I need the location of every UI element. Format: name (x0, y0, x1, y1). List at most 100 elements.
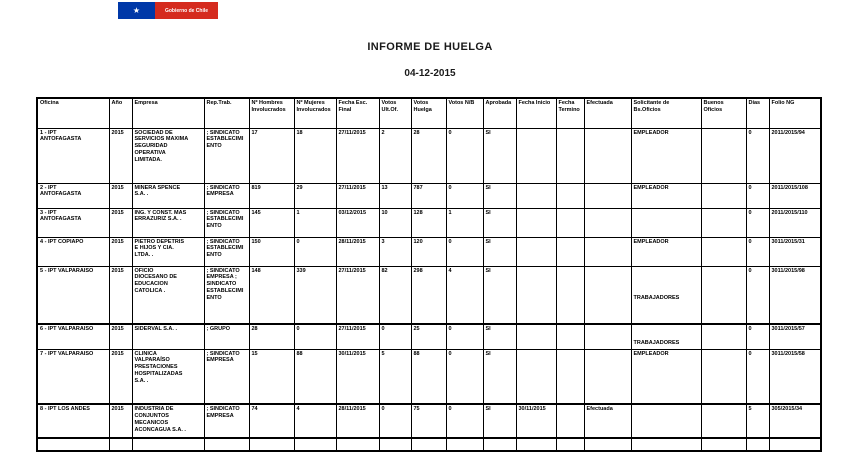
table-cell: 30/11/2015 (515, 403, 557, 439)
table-cell (203, 437, 250, 452)
logo-text: Gobierno de Chile (164, 7, 209, 14)
column-header: Días (745, 97, 770, 129)
table-cell: 6 - IPT VALPARAISO (36, 323, 110, 350)
table-cell: CLINICA VALPARAÍSO PRESTACIONES HOSPITAL… (131, 348, 205, 405)
table-cell: EMPLEADOR (630, 182, 702, 209)
table-cell: 2015 (108, 236, 133, 267)
table-cell: 25 (410, 323, 447, 350)
table-cell: ING. Y CONST. MAS ERRAZURIZ S.A. . (131, 207, 205, 238)
table-cell: 27/11/2015 (335, 265, 380, 325)
table-cell (700, 403, 747, 439)
table-cell: 0 (745, 348, 770, 405)
column-header: Efectuada (583, 97, 632, 129)
table-cell: 2015 (108, 403, 133, 439)
table-cell: ; SINDICATO ESTABLECIMI ENTO (203, 127, 250, 184)
table-cell (410, 437, 447, 452)
table-cell: PIETRO DEPETRIS E HIJOS Y CIA. LTDA. . (131, 236, 205, 267)
table-cell: 2015 (108, 207, 133, 238)
table-cell: 17 (248, 127, 295, 184)
column-header: Año (108, 97, 133, 129)
table-cell (515, 207, 557, 238)
table-cell: 0 (445, 182, 484, 209)
star-icon: ★ (132, 5, 141, 15)
table-cell (630, 403, 702, 439)
table-cell (378, 437, 412, 452)
table-cell: EMPLEADOR (630, 127, 702, 184)
table-cell: 28 (248, 323, 295, 350)
table-cell: ; SINDICATO EMPRESA (203, 348, 250, 405)
table-cell: 0 (745, 127, 770, 184)
table-cell: 28 (410, 127, 447, 184)
table-cell (630, 207, 702, 238)
table-cell: 0 (745, 323, 770, 350)
table-cell (515, 323, 557, 350)
table-cell (555, 348, 585, 405)
table-cell: 4 (445, 265, 484, 325)
table-cell (445, 437, 484, 452)
table-cell: SOCIEDAD DE SERVICIOS MAXIMA SEGURIDAD O… (131, 127, 205, 184)
table-cell: Efectuada (583, 403, 632, 439)
table-cell (700, 323, 747, 350)
table-cell (745, 437, 770, 452)
table-cell (248, 437, 295, 452)
table-cell (630, 437, 702, 452)
table-cell (515, 437, 557, 452)
table-cell (583, 182, 632, 209)
column-header: Nº Hombres Involucrados (248, 97, 295, 129)
table-cell: SI (482, 236, 517, 267)
table-row: 4 - IPT COPIAPO 2015 PIETRO DEPETRIS E HIJ… (36, 236, 822, 267)
table-cell (555, 236, 585, 267)
table-cell: 75 (410, 403, 447, 439)
table-cell (700, 437, 747, 452)
column-header: Votos Huelga (410, 97, 447, 129)
table-cell (583, 265, 632, 325)
table-cell: 30/11/2015 (335, 348, 380, 405)
table-row: 1 - IPT ANTOFAGASTA 2015 SOCIEDAD DE SERVI… (36, 127, 822, 184)
table-cell (555, 403, 585, 439)
table-cell: 2015 (108, 127, 133, 184)
table-cell: 128 (410, 207, 447, 238)
table-cell: EMPLEADOR (630, 348, 702, 405)
table-cell: 120 (410, 236, 447, 267)
table-cell: 7 - IPT VALPARAISO (36, 348, 110, 405)
table-cell: ; SINDICATO ESTABLECIMI ENTO (203, 236, 250, 267)
column-header: Aprobada (482, 97, 517, 129)
table-cell: 2 (378, 127, 412, 184)
table-cell (700, 182, 747, 209)
table-cell: 2011/2015/108 (768, 182, 822, 209)
table-cell (555, 127, 585, 184)
column-header: Fecha Inicio (515, 97, 557, 129)
table-cell (555, 182, 585, 209)
table-cell: 787 (410, 182, 447, 209)
column-header: Solicitante de Bs.Oficios (630, 97, 702, 129)
table-cell: ; SINDICATO EMPRESA ; SINDICATO ESTABLEC… (203, 265, 250, 325)
table-cell: 18 (293, 127, 337, 184)
table-cell (700, 127, 747, 184)
table-cell: ; SINDICATO EMPRESA (203, 182, 250, 209)
table-cell: 29 (293, 182, 337, 209)
huelga-table: Oficina Año Empresa Rep.Trab. Nº Hombres Inv… (36, 97, 822, 452)
table-cell: OFICIO DIOCESANO DE EDUCACION CATOLICA . (131, 265, 205, 325)
report-date: 04-12-2015 (404, 68, 456, 79)
table-cell: MINERA SPENCE S.A. . (131, 182, 205, 209)
table-cell: 3 - IPT ANTOFAGASTA (36, 207, 110, 238)
table-row: 5 - IPT VALPARAISO 2015 OFICIO DIOCESANO D… (36, 265, 822, 325)
table-header: Oficina Año Empresa Rep.Trab. Nº Hombres Inv… (36, 97, 822, 129)
table-cell (293, 437, 337, 452)
table-cell: 27/11/2015 (335, 182, 380, 209)
chile-flag-blue-field: ★ (118, 2, 155, 19)
table-cell: 2011/2015/94 (768, 127, 822, 184)
table-cell (583, 437, 632, 452)
table-cell (36, 437, 110, 452)
table-cell: 88 (293, 348, 337, 405)
column-header: Nº Mujeres Involucrados (293, 97, 337, 129)
table-cell: 28/11/2015 (335, 403, 380, 439)
table-cell (583, 127, 632, 184)
table-cell: 10 (378, 207, 412, 238)
table-cell: 5 (378, 348, 412, 405)
table-row: 3 - IPT ANTOFAGASTA 2015 ING. Y CONST. MAS… (36, 207, 822, 238)
table-cell: 82 (378, 265, 412, 325)
table-cell (583, 348, 632, 405)
column-header: Votos N/B (445, 97, 484, 129)
table-cell: 0 (378, 323, 412, 350)
